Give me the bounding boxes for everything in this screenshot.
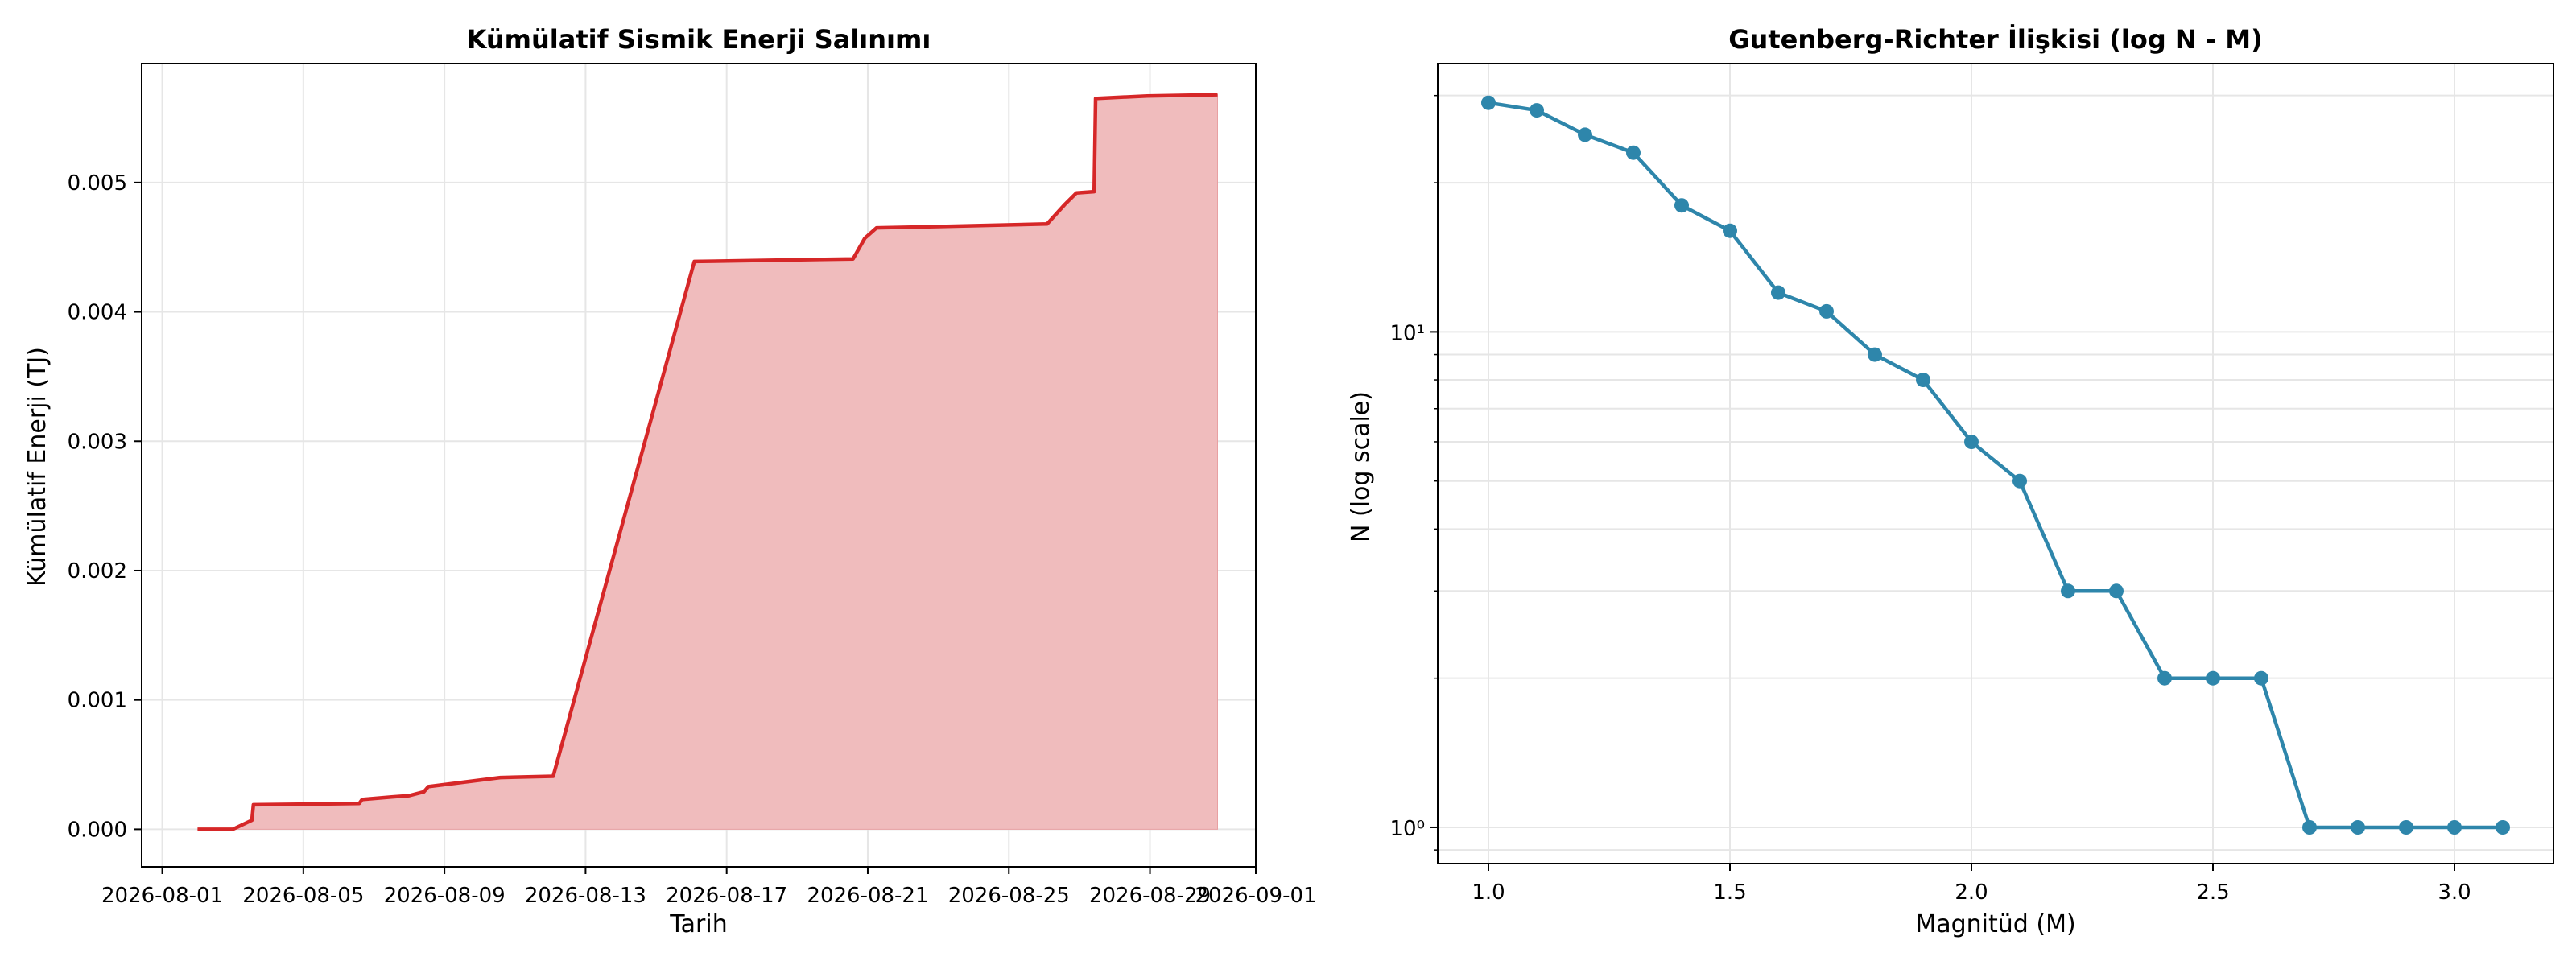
gr-chart-xlabel: Magnitüd (M) xyxy=(1915,910,2075,938)
energy-chart-xlabel: Tarih xyxy=(669,910,727,938)
gr-point xyxy=(2351,820,2365,835)
energy-y-tick-label: 0.005 xyxy=(68,171,127,196)
energy-chart-series xyxy=(197,95,1217,830)
gr-point xyxy=(1481,96,1496,110)
energy-x-tick-label: 2026-08-25 xyxy=(948,884,1070,908)
gr-x-tick-label: 2.5 xyxy=(2196,880,2229,905)
energy-chart-panel: Kümülatif Sismik Enerji Salınımı Tarih K… xyxy=(23,24,1317,938)
gr-point xyxy=(1723,224,1737,238)
gr-point xyxy=(1530,103,1544,118)
gr-point xyxy=(1626,146,1641,160)
gr-x-tick-label: 1.5 xyxy=(1713,880,1746,905)
gr-x-tick-label: 3.0 xyxy=(2438,880,2471,905)
gr-point xyxy=(2206,671,2220,686)
energy-x-tick-label: 2026-08-21 xyxy=(807,884,928,908)
gr-y-tick-label: 10¹ xyxy=(1389,321,1425,345)
energy-y-tick-label: 0.001 xyxy=(68,689,127,713)
gr-point xyxy=(2013,474,2027,489)
gr-point xyxy=(1868,348,1882,362)
energy-y-tick-label: 0.004 xyxy=(68,301,127,325)
energy-y-tick-label: 0.003 xyxy=(68,430,127,454)
gr-point xyxy=(2109,583,2124,598)
gr-chart-ylabel: N (log scale) xyxy=(1347,391,1375,542)
gr-chart-series xyxy=(1481,96,2510,835)
energy-x-tick-label: 2026-08-09 xyxy=(384,884,506,908)
gr-chart-title: Gutenberg-Richter İlişkisi (log N - M) xyxy=(1728,24,2262,55)
gr-point xyxy=(1771,286,1785,300)
gr-point xyxy=(2496,820,2510,835)
gr-point xyxy=(2157,671,2172,686)
gr-x-tick-label: 2.0 xyxy=(1955,880,1988,905)
energy-chart-ylabel: Kümülatif Enerji (TJ) xyxy=(23,347,52,587)
gr-point xyxy=(2399,820,2413,835)
gr-point xyxy=(2302,820,2317,835)
gr-point xyxy=(1578,127,1592,142)
energy-x-tick-label: 2026-08-05 xyxy=(242,884,364,908)
energy-chart-title: Kümülatif Sismik Enerji Salınımı xyxy=(467,24,931,55)
energy-y-tick-label: 0.002 xyxy=(68,559,127,583)
gr-point xyxy=(2061,583,2075,598)
gr-point xyxy=(1964,435,1979,449)
energy-y-tick-label: 0.000 xyxy=(68,818,127,842)
gr-point xyxy=(1674,198,1689,212)
energy-x-tick-label: 2026-09-01 xyxy=(1195,884,1316,908)
gr-point xyxy=(1916,373,1930,387)
energy-x-tick-label: 2026-08-01 xyxy=(101,884,223,908)
gr-chart-panel: Gutenberg-Richter İlişkisi (log N - M) M… xyxy=(1347,24,2553,938)
energy-x-tick-label: 2026-08-29 xyxy=(1089,884,1211,908)
energy-x-tick-label: 2026-08-13 xyxy=(525,884,646,908)
gr-point xyxy=(2254,671,2268,686)
gr-chart-ticks: 10⁰ 10¹ 1.0 1.5 2.0 2.5 3.0 xyxy=(1389,96,2471,905)
gr-x-tick-label: 1.0 xyxy=(1472,880,1505,905)
energy-x-tick-label: 2026-08-17 xyxy=(666,884,787,908)
gr-y-tick-label: 10⁰ xyxy=(1389,817,1425,841)
gr-point xyxy=(1819,304,1834,319)
gr-line xyxy=(1488,103,2503,827)
gr-point xyxy=(2447,820,2462,835)
